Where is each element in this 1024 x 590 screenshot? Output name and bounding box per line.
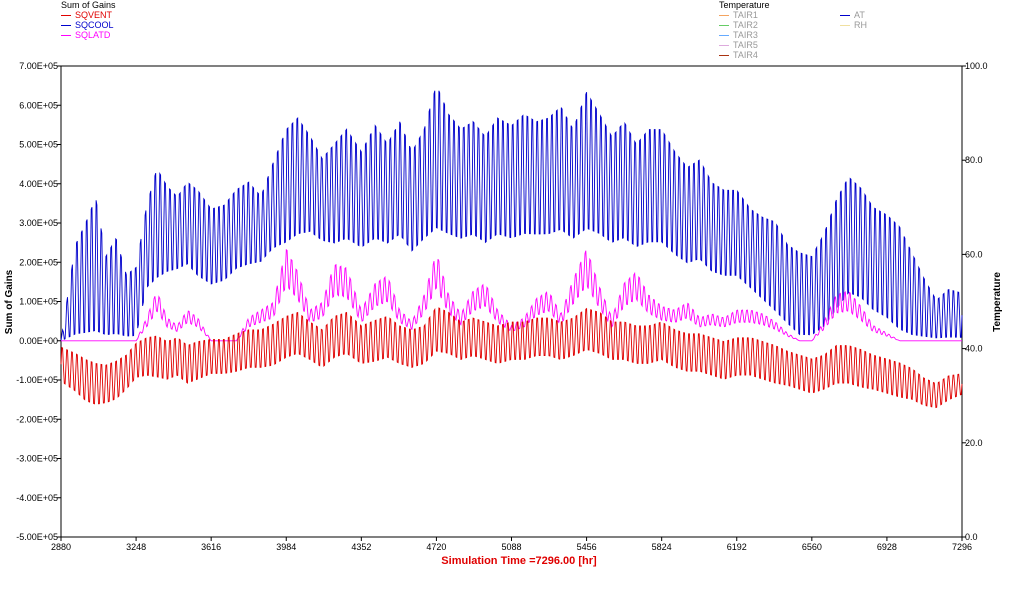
legend-item-rh: RH	[840, 20, 867, 30]
y-tick-label-right: 0.0	[965, 532, 978, 542]
series-line-sqlatd	[61, 248, 962, 342]
legend-title-temperature: Temperature	[719, 0, 770, 10]
x-tick-label: 3616	[201, 542, 221, 552]
series-layer	[60, 90, 963, 409]
legend-item-at: AT	[840, 10, 867, 20]
x-tick-label: 6560	[802, 542, 822, 552]
y-tick-label-left: -3.00E+05	[16, 454, 58, 464]
y-tick-label-left: -2.00E+05	[16, 414, 58, 424]
legend-title-sum-of-gains: Sum of Gains	[61, 0, 116, 10]
y-axis-title-right: Temperature	[992, 272, 1003, 332]
y-tick-label-right: 80.0	[965, 155, 983, 165]
legend-label: TAIR3	[733, 30, 758, 40]
legend-swatch	[719, 44, 729, 46]
legend-item-sqlatd: SQLATD	[61, 30, 116, 40]
x-tick-label: 6192	[727, 542, 747, 552]
y-tick-label-left: -4.00E+05	[16, 493, 58, 503]
legend-sum-of-gains: Sum of Gains SQVENT SQCOOL SQLATD	[61, 0, 116, 40]
legend-temperature: Temperature TAIR1 TAIR2 TAIR3 TAIR5 TAIR…	[719, 0, 770, 60]
plot-frame	[60, 65, 963, 538]
y-tick-label-left: 6.00E+05	[19, 100, 58, 110]
y-tick-label-left: 4.00E+05	[19, 179, 58, 189]
legend-temperature-col2: AT RH	[840, 10, 867, 30]
x-tick-label: 2880	[51, 542, 71, 552]
legend-item-sqcool: SQCOOL	[61, 20, 116, 30]
legend-swatch	[719, 54, 729, 56]
x-axis-title: Simulation Time =7296.00 [hr]	[441, 555, 597, 567]
legend-label: AT	[854, 10, 865, 20]
y-tick-label-left: 7.00E+05	[19, 61, 58, 71]
y-axis-title-left: Sum of Gains	[4, 269, 15, 334]
x-tick-label: 5824	[652, 542, 672, 552]
y-tick-label-left: 0.00E+00	[19, 336, 58, 346]
x-tick-label: 5456	[577, 542, 597, 552]
y-tick-label-left: 5.00E+05	[19, 140, 58, 150]
legend-item-tair2: TAIR2	[719, 20, 770, 30]
x-tick-label: 6928	[877, 542, 897, 552]
legend-swatch	[61, 14, 71, 16]
legend-swatch	[840, 14, 850, 16]
ticks-layer: 2880 3248 3616 3984 4352 4720 5088 5456 5824 6192…	[16, 61, 987, 552]
legend-swatch	[61, 34, 71, 36]
y-tick-label-right: 60.0	[965, 249, 983, 259]
legend-swatch	[719, 24, 729, 26]
legend-item-tair1: TAIR1	[719, 10, 770, 20]
x-tick-label: 5088	[501, 542, 521, 552]
y-tick-label-left: -5.00E+05	[16, 532, 58, 542]
legend-label: TAIR1	[733, 10, 758, 20]
legend-label: SQCOOL	[75, 20, 114, 30]
y-tick-label-right: 20.0	[965, 438, 983, 448]
legend-label: TAIR4	[733, 50, 758, 60]
legend-swatch	[719, 34, 729, 36]
legend-swatch	[61, 24, 71, 26]
legend-item-tair3: TAIR3	[719, 30, 770, 40]
legend-label: RH	[854, 20, 867, 30]
y-tick-label-left: 2.00E+05	[19, 257, 58, 267]
y-tick-label-left: 3.00E+05	[19, 218, 58, 228]
series-line-sqvent	[60, 307, 963, 409]
legend-swatch	[719, 14, 729, 16]
x-tick-label: 4352	[351, 542, 371, 552]
x-tick-label: 7296	[952, 542, 972, 552]
legend-label: TAIR5	[733, 40, 758, 50]
legend-item-tair5: TAIR5	[719, 40, 770, 50]
y-tick-label-right: 100.0	[965, 61, 988, 71]
x-tick-label: 3984	[276, 542, 296, 552]
legend-label: TAIR2	[733, 20, 758, 30]
legend-swatch	[840, 24, 850, 26]
series-line-sqcool	[60, 90, 963, 341]
legend-label: SQVENT	[75, 10, 113, 20]
x-tick-label: 3248	[126, 542, 146, 552]
legend-item-sqvent: SQVENT	[61, 10, 116, 20]
legend-label: SQLATD	[75, 30, 111, 40]
x-tick-label: 4720	[426, 542, 446, 552]
y-tick-label-left: -1.00E+05	[16, 375, 58, 385]
plot-border	[60, 65, 963, 538]
legend-item-tair4: TAIR4	[719, 50, 770, 60]
y-tick-label-left: 1.00E+05	[19, 297, 58, 307]
y-tick-label-right: 40.0	[965, 344, 983, 354]
